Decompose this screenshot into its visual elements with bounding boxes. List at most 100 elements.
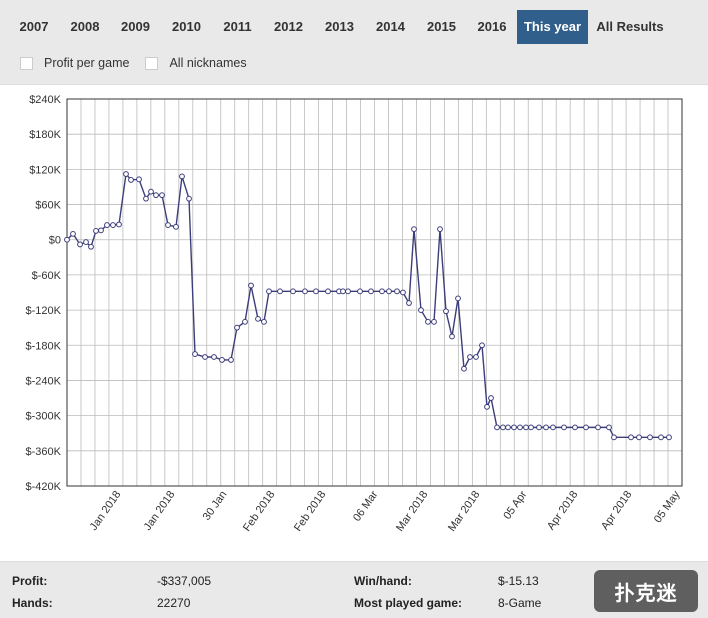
x-tick-label: Jan 2018 (142, 489, 178, 533)
data-point (143, 195, 149, 202)
data-point (523, 424, 529, 431)
x-tick-label: Feb 2018 (292, 489, 328, 534)
data-point (159, 192, 165, 199)
data-point (248, 282, 254, 289)
data-point (484, 403, 490, 410)
data-point (173, 223, 179, 230)
data-point (186, 195, 192, 202)
data-point (136, 176, 142, 183)
year-tabs: 2007 2008 2009 2010 2011 2012 2013 2014 2015 2016… (8, 10, 672, 46)
plot-border (66, 98, 683, 487)
x-tick-label: 05 May (652, 488, 683, 525)
data-point (110, 222, 116, 228)
data-point (148, 188, 154, 195)
x-tick-label: 05 Apr (501, 489, 529, 522)
tab-this-year[interactable]: This year (517, 10, 588, 44)
data-point (528, 424, 534, 431)
checkbox-box[interactable] (20, 56, 33, 70)
data-point (123, 171, 129, 177)
data-point (83, 239, 89, 245)
data-point (386, 288, 392, 295)
tab-2014[interactable]: 2014 (376, 19, 405, 34)
all-nicknames-label: All nicknames (169, 56, 247, 70)
data-point (179, 173, 185, 180)
data-point (64, 236, 70, 243)
profit-value: -$337,005 (157, 574, 212, 588)
data-point (647, 434, 653, 441)
tab-2008[interactable]: 2008 (70, 19, 100, 34)
win-per-hand-value: $-15.13 (498, 574, 539, 588)
y-tick-label: $0 (49, 235, 61, 247)
data-point (473, 354, 479, 360)
hands-value: 22270 (157, 596, 191, 610)
data-point (443, 308, 449, 315)
data-point (437, 226, 443, 233)
data-point (368, 288, 374, 295)
hands-label: Hands: (12, 596, 53, 610)
tab-all-results[interactable]: All Results (596, 19, 664, 34)
y-tick-label: $-240K (26, 375, 62, 387)
y-tick-label: $60K (35, 200, 61, 212)
data-point (425, 318, 431, 325)
tab-2012[interactable]: 2012 (274, 19, 303, 34)
data-point (517, 424, 523, 431)
y-tick-label: $-120K (26, 305, 62, 317)
chart-options: Profit per game All nicknames (20, 52, 263, 74)
data-point (411, 226, 417, 233)
tab-2010[interactable]: 2010 (172, 19, 201, 34)
data-point (228, 357, 234, 363)
data-point (234, 324, 240, 331)
x-tick-label: Apr 2018 (545, 489, 580, 532)
data-point (550, 424, 556, 431)
data-point (611, 434, 617, 441)
data-point (543, 424, 549, 431)
profit-per-game-label: Profit per game (44, 56, 130, 70)
data-point (302, 288, 308, 295)
tab-2011[interactable]: 2011 (223, 19, 252, 34)
data-point (266, 288, 272, 295)
data-point (449, 333, 455, 340)
checkbox-box[interactable] (145, 56, 159, 70)
tab-2013[interactable]: 2013 (325, 19, 354, 34)
watermark-text: 扑克迷 (614, 580, 678, 605)
data-point (536, 424, 542, 431)
data-point (479, 342, 485, 349)
data-point (202, 354, 208, 360)
series-line (66, 172, 669, 439)
data-point (255, 315, 261, 322)
all-nicknames-checkbox[interactable]: All nicknames (145, 56, 247, 70)
data-point (406, 300, 412, 306)
data-point (431, 318, 437, 325)
data-point (500, 424, 506, 431)
tab-2015[interactable]: 2015 (427, 19, 456, 34)
data-point (511, 424, 517, 431)
x-tick-label: 06 Mar (351, 489, 381, 524)
data-point (261, 318, 267, 325)
profit-line-chart: $240K $180K $120K $60K $0 $-60K $-120K $-180K $-… (26, 94, 683, 534)
data-point (98, 227, 104, 234)
data-point (211, 354, 217, 360)
y-tick-label: $120K (29, 164, 61, 176)
data-point (77, 241, 83, 248)
data-point (379, 288, 385, 295)
tab-2007[interactable]: 2007 (19, 19, 49, 34)
data-point (658, 434, 664, 441)
data-point (340, 288, 346, 295)
y-tick-label: $-420K (26, 481, 62, 493)
data-point (583, 424, 589, 431)
tab-2009[interactable]: 2009 (121, 19, 150, 34)
data-point (561, 424, 567, 431)
most-played-game-value: 8-Game (498, 596, 542, 610)
win-per-hand-label: Win/hand: (354, 574, 412, 588)
data-point (93, 228, 99, 234)
data-point (192, 351, 198, 357)
data-point (595, 424, 601, 431)
profit-per-game-checkbox[interactable]: Profit per game (20, 56, 129, 70)
x-tick-label: Mar 2018 (394, 489, 430, 534)
tab-2016[interactable]: 2016 (477, 19, 507, 34)
x-tick-label: 30 Jan (201, 489, 230, 523)
data-point (70, 230, 76, 237)
data-point (572, 424, 578, 431)
data-point (666, 434, 672, 441)
data-point (242, 318, 248, 325)
